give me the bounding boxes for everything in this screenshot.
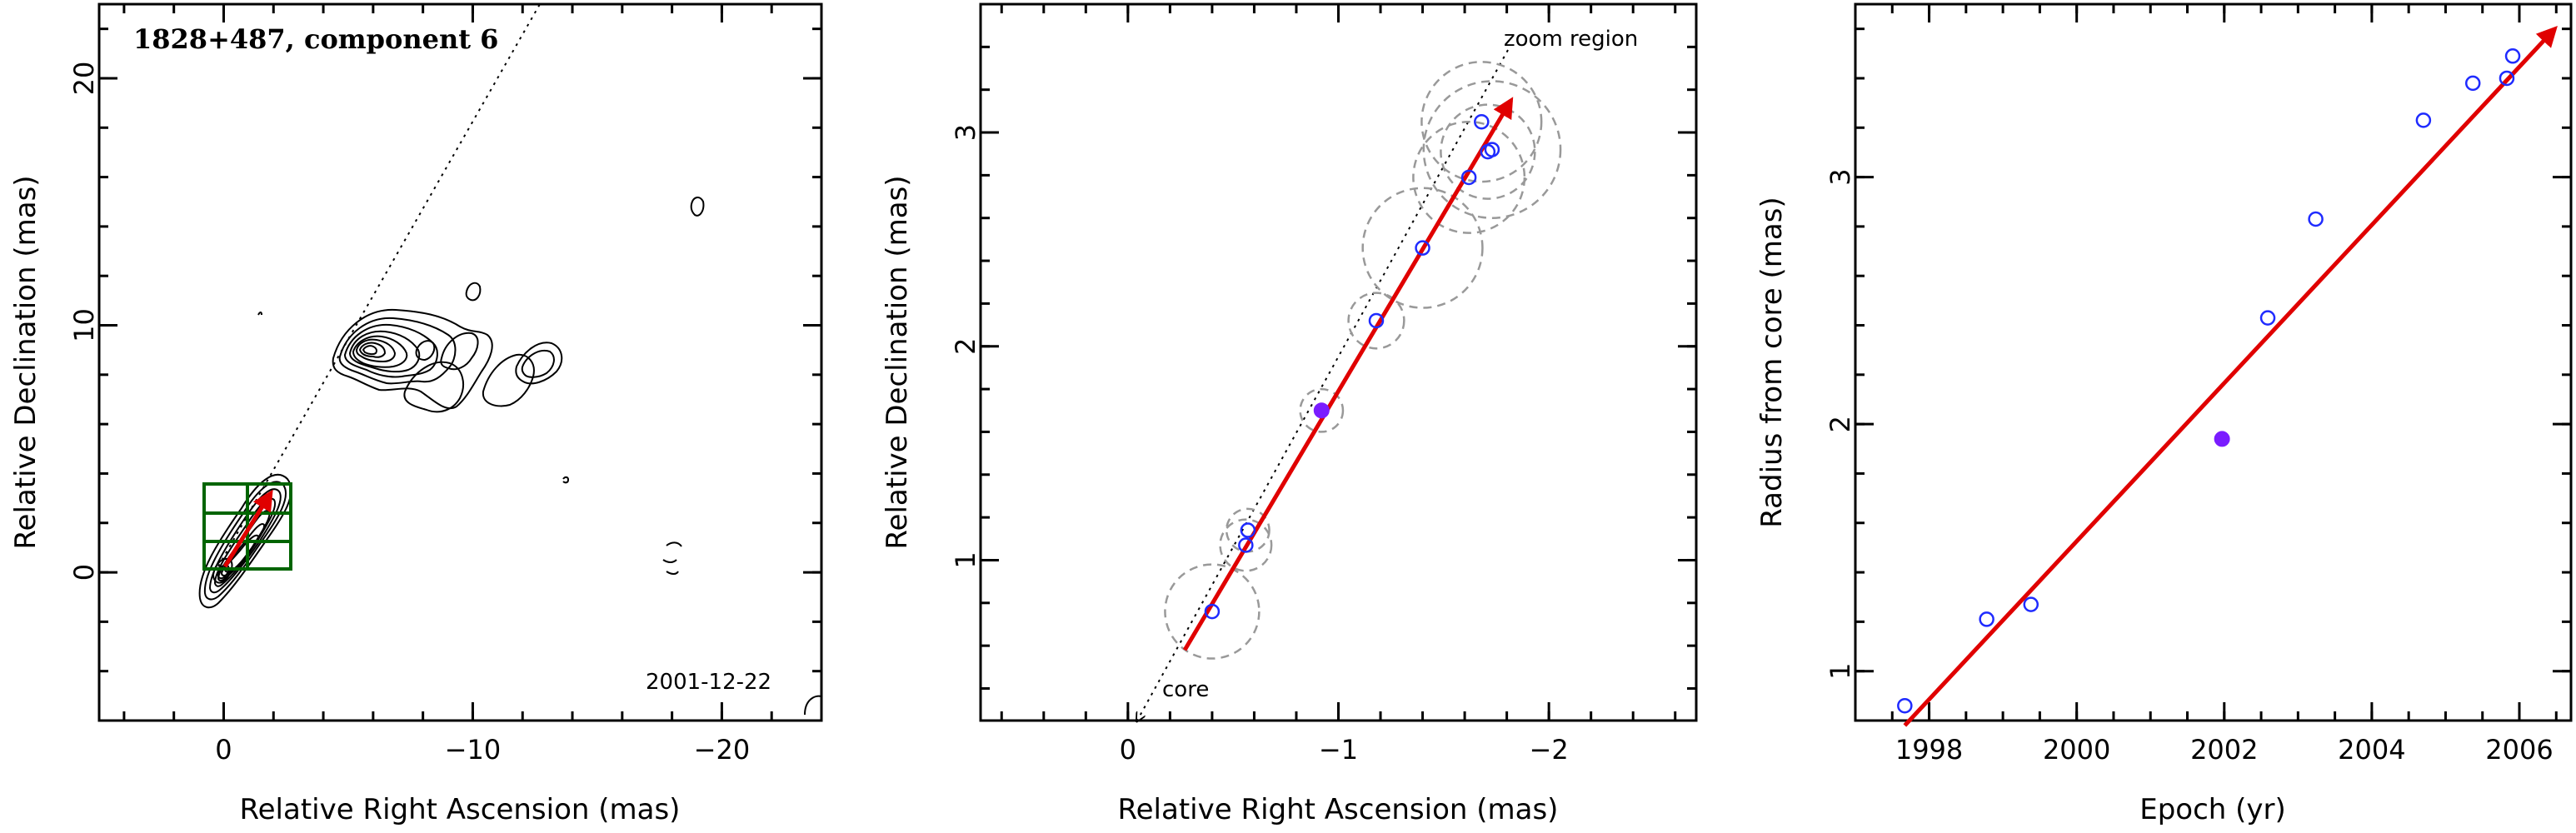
panel-1-frame: [97, 2, 823, 722]
x-tick-label: 0: [1120, 734, 1136, 766]
data-point: [1979, 611, 1994, 627]
error-circle: [1361, 187, 1484, 309]
error-circle: [1347, 292, 1405, 350]
highlight-point: [1313, 402, 1330, 419]
panel-3-fit-line: [1903, 25, 2558, 727]
y-tick-label: 3: [950, 124, 981, 141]
x-tick-label: −10: [445, 734, 502, 766]
y-tick-label: 1: [950, 551, 981, 568]
panel-2-y-axis-label: Relative Declination (mas): [881, 175, 914, 549]
panel-3-ticks: [1854, 4, 2571, 722]
error-circle: [1412, 120, 1526, 234]
panel-1-epoch-label: 2001-12-22: [646, 670, 771, 695]
data-point: [2464, 75, 2481, 92]
data-point: [1415, 240, 1430, 256]
y-tick-label: 20: [68, 62, 100, 96]
panel-1-title: 1828+487, component 6: [133, 23, 498, 55]
error-circle: [1420, 61, 1543, 183]
panel-3: 1998 2000 2002 2004 2006 1 2 3 Epoch (yr) Radiu…: [1755, 2, 2573, 826]
x-tick-label: 1998: [1895, 734, 1963, 766]
core-label: core: [1162, 677, 1209, 702]
data-point: [1204, 603, 1221, 620]
jet-contours: [257, 197, 822, 716]
y-tick-label: 1: [1825, 663, 1856, 680]
y-tick-label: 2: [950, 338, 981, 355]
data-point: [1474, 113, 1490, 130]
panel-2-motion-arrow: [1182, 97, 1514, 651]
data-point: [2504, 48, 2521, 64]
data-point: [2023, 596, 2039, 612]
x-tick-label: 2004: [2338, 734, 2405, 766]
highlight-point: [2214, 431, 2230, 447]
zoom-region-label: zoom region: [1504, 27, 1638, 52]
panel-2-tick-labels: 0 −1 −2 1 2 3: [950, 124, 1569, 766]
panel-1-ticks: [99, 4, 823, 722]
y-tick-label: 3: [1825, 168, 1856, 185]
data-point: [2499, 70, 2515, 87]
panel-3-x-axis-label: Epoch (yr): [2139, 793, 2286, 826]
error-circle: [1440, 103, 1536, 200]
panel-1-motion-arrow: [222, 489, 273, 568]
error-circle: [1299, 387, 1345, 433]
panel-2-points: [1204, 113, 1500, 620]
error-circle: [1422, 80, 1562, 219]
x-tick-label: −20: [694, 734, 751, 766]
panel-2-ticks: [981, 2, 1696, 721]
panel-3-y-axis-label: Radius from core (mas): [1755, 197, 1789, 527]
panel-1-y-axis-label: Relative Declination (mas): [9, 175, 42, 549]
data-point: [2259, 310, 2276, 326]
error-circle: [1219, 518, 1273, 572]
x-tick-label: 2000: [2043, 734, 2110, 766]
data-point: [1897, 697, 1913, 714]
panel-2: 0 −1 −2 1 2 3 zoom region core Relative Right…: [881, 2, 1698, 826]
y-tick-label: 2: [1825, 416, 1856, 432]
data-point: [1240, 522, 1256, 538]
y-tick-label: 10: [68, 308, 100, 342]
x-tick-label: −1: [1319, 734, 1358, 766]
data-point: [2415, 112, 2432, 128]
zoom-region-box: [202, 482, 292, 571]
x-tick-label: 0: [215, 734, 232, 766]
data-point: [1460, 169, 1477, 186]
panel-3-tick-labels: 1998 2000 2002 2004 2006 1 2 3: [1825, 168, 2554, 766]
data-point: [1238, 537, 1254, 553]
y-tick-label: 0: [68, 564, 100, 581]
x-tick-label: −2: [1530, 734, 1569, 766]
panel-2-x-axis-label: Relative Right Ascension (mas): [1118, 793, 1559, 826]
data-point: [1484, 142, 1500, 157]
x-tick-label: 2006: [2485, 734, 2553, 766]
panel-1-tick-labels: 0 −10 −20 0 10 20: [68, 62, 750, 766]
panel-3-frame: [1854, 2, 2573, 722]
panel-3-points: [1897, 48, 2521, 714]
panel-1: 0 −10 −20 0 10 20: [9, 2, 823, 826]
error-circle: [1164, 563, 1261, 660]
data-point: [2308, 211, 2324, 227]
x-tick-label: 2002: [2190, 734, 2258, 766]
panel-2-frame: [979, 2, 1698, 722]
panel-2-error-circles: [1164, 61, 1562, 660]
panel-1-x-axis-label: Relative Right Ascension (mas): [240, 793, 681, 826]
panel-1-jet-direction-line: [217, 3, 541, 567]
panel-2-jet-direction-line: [1137, 49, 1509, 721]
data-point: [1368, 312, 1385, 329]
